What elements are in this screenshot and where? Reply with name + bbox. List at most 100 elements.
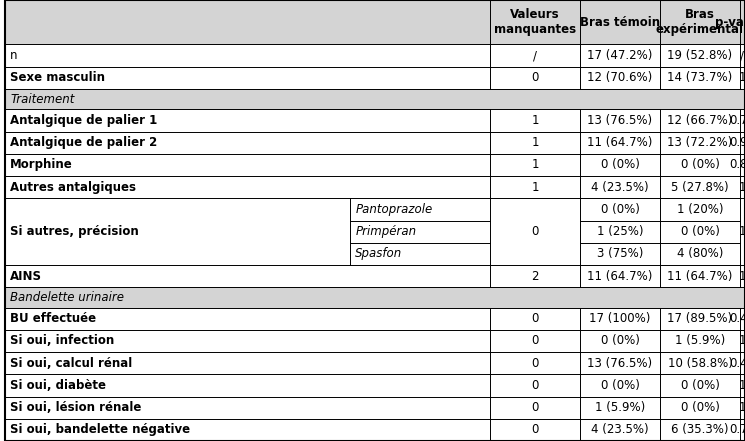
Bar (580, 352, 660, 374)
Bar (490, 419, 580, 441)
Text: 0 (0%): 0 (0%) (600, 334, 639, 348)
Bar (740, 396, 745, 419)
Bar (660, 154, 740, 176)
Text: 0.46: 0.46 (729, 357, 745, 370)
Bar (580, 109, 660, 131)
Text: 0: 0 (531, 379, 539, 392)
Bar (740, 109, 745, 131)
Bar (5, 109, 490, 131)
Bar (490, 374, 580, 396)
Bar (740, 374, 745, 396)
Bar (490, 154, 580, 176)
Text: 1 (20%): 1 (20%) (676, 203, 723, 216)
Text: 13 (76.5%): 13 (76.5%) (588, 357, 653, 370)
Bar (580, 198, 660, 220)
Text: 0: 0 (531, 423, 539, 437)
Bar (580, 330, 660, 352)
Text: 6 (35.3%): 6 (35.3%) (671, 423, 729, 437)
Text: 1: 1 (531, 114, 539, 127)
Text: Primpéran: Primpéran (355, 225, 416, 238)
Bar (5, 89, 745, 109)
Bar (740, 419, 745, 441)
Text: 5 (27.8%): 5 (27.8%) (671, 181, 729, 194)
Bar (490, 396, 580, 419)
Text: 0: 0 (531, 357, 539, 370)
Bar (660, 176, 740, 198)
Text: Valeurs
manquantes: Valeurs manquantes (494, 8, 576, 36)
Bar (580, 131, 660, 154)
Text: 13 (72.2%): 13 (72.2%) (668, 136, 732, 149)
Bar (660, 243, 740, 265)
Bar (490, 109, 580, 131)
Text: AINS: AINS (10, 269, 42, 283)
Text: 1 (5.9%): 1 (5.9%) (595, 401, 645, 414)
Bar (660, 109, 740, 131)
Bar (5, 307, 490, 330)
Bar (580, 243, 660, 265)
Text: 17 (89.5%): 17 (89.5%) (668, 312, 732, 325)
Text: 0.91: 0.91 (729, 136, 745, 149)
Bar (660, 198, 740, 220)
Bar (660, 0, 740, 45)
Bar (580, 396, 660, 419)
Text: 0 (0%): 0 (0%) (681, 225, 720, 238)
Bar (5, 131, 490, 154)
Bar (5, 67, 490, 89)
Text: 12 (66.7%): 12 (66.7%) (668, 114, 732, 127)
Text: Bandelette urinaire: Bandelette urinaire (10, 291, 124, 304)
Bar (660, 307, 740, 330)
Text: 0.71: 0.71 (729, 114, 745, 127)
Text: 11 (64.7%): 11 (64.7%) (668, 269, 732, 283)
Bar (580, 374, 660, 396)
Text: 0 (0%): 0 (0%) (600, 379, 639, 392)
Bar (580, 45, 660, 67)
Text: p-valeur: p-valeur (715, 16, 745, 29)
Text: /: / (533, 49, 537, 62)
Bar (5, 45, 490, 67)
Bar (660, 419, 740, 441)
Text: Si oui, diabète: Si oui, diabète (10, 379, 107, 392)
Text: 0: 0 (531, 71, 539, 84)
Text: 11 (64.7%): 11 (64.7%) (587, 136, 653, 149)
Text: Si oui, lésion rénale: Si oui, lésion rénale (10, 401, 142, 414)
Bar (740, 154, 745, 176)
Bar (660, 265, 740, 287)
Text: 0.49: 0.49 (729, 312, 745, 325)
Text: 0: 0 (531, 312, 539, 325)
Bar (740, 131, 745, 154)
Text: 19 (52.8%): 19 (52.8%) (668, 49, 732, 62)
Bar (5, 374, 490, 396)
Bar (490, 131, 580, 154)
Text: 1: 1 (531, 136, 539, 149)
Bar (490, 265, 580, 287)
Bar (490, 0, 580, 45)
Bar (580, 0, 660, 45)
Bar (490, 67, 580, 89)
Bar (490, 307, 580, 330)
Text: Morphine: Morphine (10, 158, 73, 172)
Text: 4 (23.5%): 4 (23.5%) (592, 181, 649, 194)
Bar (580, 154, 660, 176)
Text: Autres antalgiques: Autres antalgiques (10, 181, 136, 194)
Bar (5, 176, 490, 198)
Text: 1 (25%): 1 (25%) (597, 225, 643, 238)
Text: 0.71: 0.71 (729, 423, 745, 437)
Text: 14 (73.7%): 14 (73.7%) (668, 71, 732, 84)
Bar (5, 198, 350, 265)
Text: Bras
expérimental: Bras expérimental (656, 8, 744, 36)
Text: 1: 1 (531, 158, 539, 172)
Text: Antalgique de palier 1: Antalgique de palier 1 (10, 114, 157, 127)
Bar (580, 176, 660, 198)
Bar (660, 45, 740, 67)
Text: Antalgique de palier 2: Antalgique de palier 2 (10, 136, 157, 149)
Text: 12 (70.6%): 12 (70.6%) (587, 71, 653, 84)
Text: 0: 0 (531, 225, 539, 238)
Text: 0 (0%): 0 (0%) (681, 158, 720, 172)
Bar (660, 220, 740, 243)
Bar (580, 67, 660, 89)
Bar (490, 198, 580, 265)
Text: 0: 0 (531, 401, 539, 414)
Text: 1: 1 (739, 71, 745, 84)
Bar (5, 265, 490, 287)
Text: Si oui, bandelette négative: Si oui, bandelette négative (10, 423, 190, 437)
